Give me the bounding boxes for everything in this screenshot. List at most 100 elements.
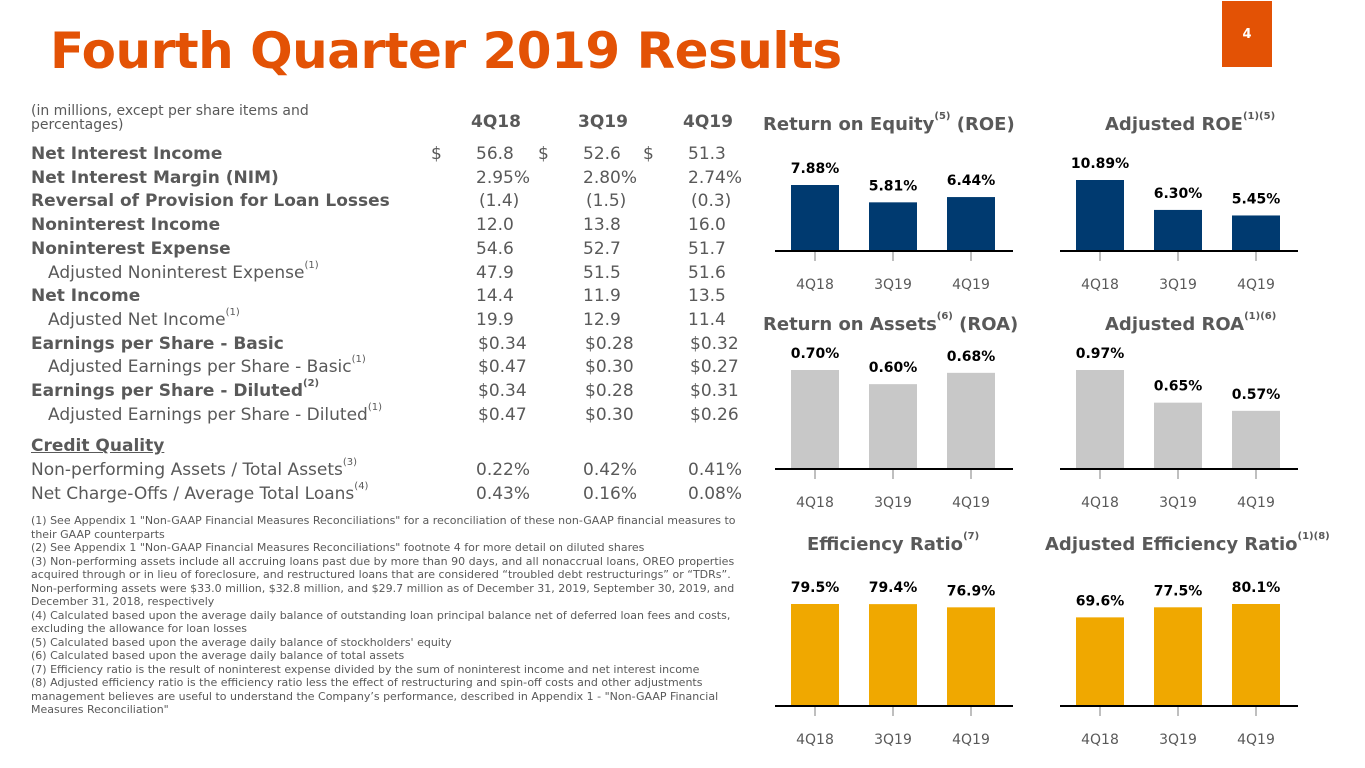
table-cell: 47.9 — [476, 262, 514, 283]
row-label: Earnings per Share - Basic — [31, 334, 284, 354]
x-tick-label: 3Q19 — [1159, 495, 1197, 511]
row-label: Non-performing Assets / Total Assets(3) — [31, 457, 358, 481]
footnote-ref: (6) — [936, 311, 953, 322]
data-label: 5.45% — [1232, 191, 1281, 207]
row-label: Adjusted Earnings per Share - Basic(1) — [48, 354, 366, 377]
bar-3q19 — [869, 604, 917, 706]
x-tick-label: 4Q19 — [952, 277, 990, 293]
table-cell: $0.32 — [690, 333, 739, 354]
x-tick-label: 4Q18 — [796, 732, 834, 748]
chart-title-text: Adjusted ROE — [1105, 114, 1243, 135]
table-cell: 52.6 — [583, 144, 621, 164]
chart-title-text: Return on Assets — [763, 314, 937, 335]
x-tick-label: 4Q19 — [1237, 495, 1275, 511]
table-cell: 2.74% — [688, 167, 743, 188]
table-cell: $0.30 — [585, 357, 634, 378]
row-label: Noninterest Expense — [31, 239, 231, 259]
row-label-text: Net Income — [31, 286, 141, 307]
credit-quality-label: Credit Quality — [31, 436, 165, 457]
row-label-text: Noninterest Expense — [31, 238, 231, 259]
table-cell: $0.47 — [478, 404, 527, 425]
table-cell: 0.16% — [583, 483, 638, 504]
footnote: (1) See Appendix 1 "Non-GAAP Financial M… — [31, 514, 736, 541]
data-label: 7.88% — [791, 161, 840, 177]
data-label: 77.5% — [1154, 583, 1203, 599]
x-tick-label: 3Q19 — [874, 495, 912, 511]
table-cell: 11.9 — [583, 286, 621, 307]
table-cell: $0.26 — [690, 404, 739, 425]
table-cell: 12.9 — [583, 309, 621, 330]
table-row: Net Interest Income $56.8 $52.6 $51.3 — [31, 144, 761, 166]
table-cell: (1.5) — [586, 191, 627, 212]
chart-title-text: Return on Equity — [763, 114, 935, 135]
x-tick-label: 4Q18 — [1081, 732, 1119, 748]
chart-title: Return on Assets(6) (ROA) — [763, 311, 1018, 335]
row-label-text: Adjusted Noninterest Expense — [48, 262, 305, 283]
page-number-badge: 4 — [1222, 1, 1272, 67]
table-cell: (0.3) — [691, 191, 732, 212]
bar-3q19 — [1154, 402, 1202, 469]
table-cell: $0.28 — [585, 381, 634, 401]
table-cell: 19.9 — [476, 309, 514, 330]
footnote-ref: (4) — [354, 480, 369, 492]
bar-4q18 — [791, 370, 839, 469]
row-label-text: Noninterest Income — [31, 215, 221, 236]
table-row: Noninterest Income 12.0 13.8 16.0 — [31, 215, 761, 237]
table-cell: 0.41% — [688, 460, 743, 481]
footnote-ref: (5) — [934, 111, 951, 122]
row-label: Net Income — [31, 286, 140, 306]
data-label: 6.30% — [1154, 186, 1203, 202]
bar-4q18 — [791, 185, 839, 251]
table-row: Adjusted Noninterest Expense(1) 47.9 51.5 5… — [31, 259, 761, 285]
row-label: Noninterest Income — [31, 215, 220, 235]
table-cell: 51.7 — [688, 238, 726, 259]
data-label: 10.89% — [1071, 156, 1129, 172]
row-label-text: Net Charge-Offs / Average Total Loans — [31, 483, 355, 504]
table-cell: 16.0 — [688, 215, 726, 236]
credit-quality-row: Net Charge-Offs / Average Total Loans(4)… — [31, 480, 761, 506]
table-row: Adjusted Earnings per Share - Basic(1) $0… — [31, 354, 761, 379]
table-cell: $0.34 — [478, 333, 527, 354]
bar-4q18 — [1076, 617, 1124, 706]
credit-quality-row: Non-performing Assets / Total Assets(3) 0… — [31, 457, 761, 482]
x-tick-label: 3Q19 — [1159, 732, 1197, 748]
table-cell: 12.0 — [476, 215, 514, 236]
row-label-text: Earnings per Share - Basic — [31, 333, 284, 354]
data-label: 0.65% — [1154, 379, 1203, 395]
x-tick-label: 4Q19 — [952, 495, 990, 511]
table-cell: $0.31 — [690, 381, 739, 401]
bar-4q19 — [947, 372, 995, 469]
table-cell: 51.5 — [583, 262, 621, 283]
dollar-sign: $ — [431, 144, 442, 164]
x-tick-label: 4Q18 — [1081, 495, 1119, 511]
page-title: Fourth Quarter 2019 Results — [50, 22, 842, 80]
table-cell: 54.6 — [476, 238, 514, 259]
row-label-text: Earnings per Share - Diluted — [31, 381, 304, 401]
footnote-ref: (1)(6) — [1244, 311, 1277, 322]
footnote-ref: (3) — [342, 457, 358, 469]
table-row: Adjusted Earnings per Share - Diluted(1)… — [31, 402, 761, 427]
row-label: Net Interest Income — [31, 144, 222, 164]
footnote-ref: (1) — [304, 259, 319, 271]
data-label: 79.5% — [791, 580, 840, 596]
table-cell: $0.47 — [478, 357, 527, 378]
column-header-4q18: 4Q18 — [471, 112, 521, 132]
chart-title: Adjusted Efficiency Ratio(1)(8) — [1045, 531, 1330, 555]
dollar-sign: $ — [643, 144, 654, 164]
table-cell: 51.3 — [688, 144, 726, 164]
data-label: 6.44% — [947, 173, 996, 189]
table-cell: 2.95% — [476, 167, 531, 188]
table-cell: $0.30 — [585, 404, 634, 425]
table-cell: $0.27 — [690, 357, 739, 378]
row-label-text: Non-performing Assets / Total Assets — [31, 460, 343, 481]
dollar-sign: $ — [538, 144, 549, 164]
data-label: 0.68% — [947, 349, 996, 365]
bar-chart-svg: 79.5% 4Q18 79.4% 3Q19 76.9% 4Q19 — [775, 580, 1013, 748]
table-row: Reversal of Provision for Loan Losses (1.… — [31, 191, 761, 213]
footnote-ref: (7) — [963, 531, 980, 542]
row-label: Adjusted Net Income(1) — [48, 307, 240, 330]
data-label: 5.81% — [869, 178, 918, 194]
footnote: (8) Adjusted efficiency ratio is the eff… — [31, 676, 719, 716]
chart-title: Return on Equity(5) (ROE) — [763, 111, 1015, 135]
table-row: Net Interest Margin (NIM) 2.95% 2.80% 2.74% — [31, 168, 761, 190]
